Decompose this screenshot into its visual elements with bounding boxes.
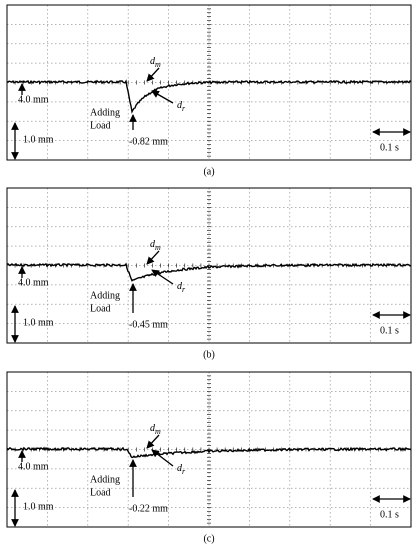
scale-x-label: 0.1 s — [380, 325, 399, 336]
symbol: d — [177, 463, 183, 474]
subscript: m — [155, 60, 161, 69]
arrow — [146, 434, 160, 449]
event-label: Adding — [90, 107, 120, 118]
dr-label: dr — [177, 281, 186, 294]
offset-label: 4.0 mm — [18, 277, 49, 288]
subscript: m — [155, 243, 161, 252]
event-label: Load — [90, 487, 111, 498]
offset-label: 4.0 mm — [18, 461, 49, 472]
symbol: d — [177, 100, 183, 111]
trace — [6, 79, 412, 114]
arrow — [146, 250, 160, 265]
trace — [6, 262, 412, 282]
caption: (b) — [203, 349, 215, 360]
dm-label: dm — [150, 56, 161, 69]
subscript: r — [182, 467, 186, 476]
event-label: Load — [90, 120, 111, 131]
trace — [6, 446, 412, 459]
dr-label: dr — [177, 100, 186, 113]
symbol: d — [177, 281, 183, 292]
dr-label: dr — [177, 463, 186, 476]
dm-label: dm — [150, 423, 161, 436]
arrow — [151, 449, 174, 467]
peak-label: -0.45 mm — [129, 319, 168, 330]
subscript: r — [182, 104, 186, 113]
scale-y-label: 1.0 mm — [23, 501, 54, 512]
subscript: r — [182, 285, 186, 294]
event-label: Adding — [90, 290, 120, 301]
event-label: Adding — [90, 474, 120, 485]
caption: (c) — [203, 533, 214, 544]
symbol: d — [150, 56, 156, 67]
peak-label: -0.22 mm — [129, 503, 168, 514]
symbol: d — [150, 423, 156, 434]
caption: (a) — [203, 166, 214, 177]
arrow — [146, 67, 160, 82]
offset-label: 4.0 mm — [18, 94, 49, 105]
scale-x-label: 0.1 s — [380, 142, 399, 153]
peak-label: -0.82 mm — [129, 136, 168, 147]
dm-label: dm — [150, 239, 161, 252]
symbol: d — [150, 239, 156, 250]
subscript: m — [155, 427, 161, 436]
scale-x-label: 0.1 s — [380, 509, 399, 520]
scale-y-label: 1.0 mm — [23, 134, 54, 145]
arrow — [151, 90, 174, 104]
scale-y-label: 1.0 mm — [23, 317, 54, 328]
event-label: Load — [90, 303, 111, 314]
arrow — [151, 269, 174, 285]
